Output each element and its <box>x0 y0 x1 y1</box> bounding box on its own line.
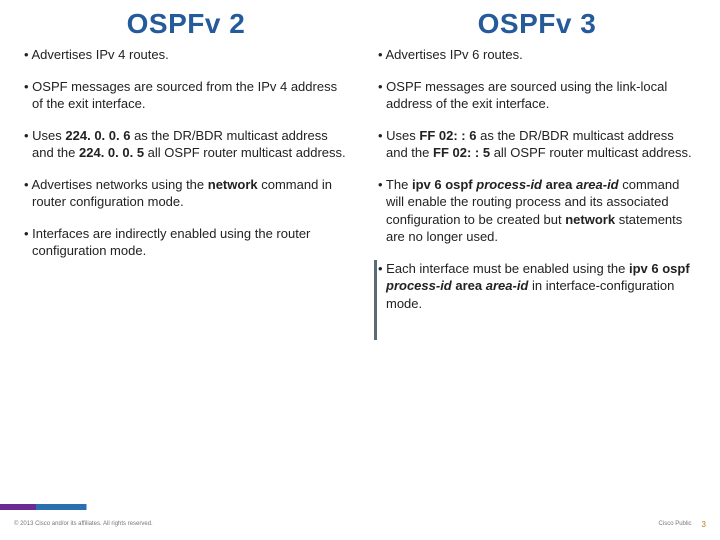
bullet-item: • Each interface must be enabled using t… <box>378 260 696 313</box>
left-column: OSPFv 2 • Advertises IPv 4 routes. • OSPF… <box>0 8 360 514</box>
right-column: OSPFv 3 • Advertises IPv 6 routes. • OSPF… <box>360 8 720 514</box>
content-area: OSPFv 2 • Advertises IPv 4 routes. • OSPF… <box>0 0 720 514</box>
right-bullets: • Advertises IPv 6 routes. • OSPF message… <box>378 46 696 313</box>
bullet-item: • OSPF messages are sourced from the IPv… <box>24 78 348 113</box>
left-heading: OSPFv 2 <box>24 8 348 40</box>
footer-label: Cisco Public <box>659 521 692 527</box>
bullet-item: • Advertises IPv 4 routes. <box>24 46 348 64</box>
bullet-item: • Advertises networks using the network … <box>24 176 348 211</box>
bullet-item: • Interfaces are indirectly enabled usin… <box>24 225 348 260</box>
bullet-item: • The ipv 6 ospf process-id area area-id… <box>378 176 696 246</box>
right-heading: OSPFv 3 <box>378 8 696 40</box>
bullet-item: • Advertises IPv 6 routes. <box>378 46 696 64</box>
bullet-item: • OSPF messages are sourced using the li… <box>378 78 696 113</box>
left-bullets: • Advertises IPv 4 routes. • OSPF message… <box>24 46 348 260</box>
footer-right: Cisco Public 3 <box>659 520 706 529</box>
page-number: 3 <box>702 520 706 529</box>
slide: OSPFv 2 • Advertises IPv 4 routes. • OSPF… <box>0 0 720 540</box>
bullet-item: • Uses FF 02: : 6 as the DR/BDR multicas… <box>378 127 696 162</box>
footer: © 2013 Cisco and/or its affiliates. All … <box>0 514 720 540</box>
copyright-text: © 2013 Cisco and/or its affiliates. All … <box>14 521 153 527</box>
vertical-divider <box>374 260 377 340</box>
bullet-item: • Uses 224. 0. 0. 6 as the DR/BDR multic… <box>24 127 348 162</box>
